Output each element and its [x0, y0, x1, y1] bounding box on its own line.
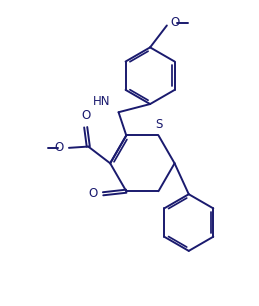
Text: O: O — [88, 187, 97, 200]
Text: S: S — [155, 118, 162, 131]
Text: HN: HN — [93, 95, 110, 108]
Text: O: O — [81, 109, 90, 121]
Text: O: O — [54, 141, 63, 154]
Text: O: O — [171, 17, 180, 29]
